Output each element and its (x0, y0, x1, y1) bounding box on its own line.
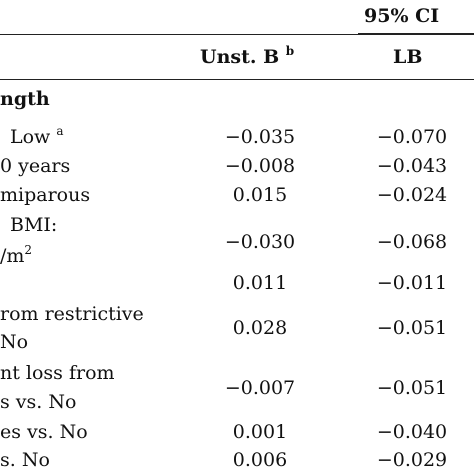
row-label: es vs. No (0, 421, 88, 443)
row-b-value: 0.028 (232, 317, 288, 339)
row-b-value: 0.006 (232, 449, 288, 471)
row-label: s vs. No (0, 391, 77, 413)
row-label: miparous (0, 184, 91, 206)
row-lb-value: −0.068 (376, 231, 448, 253)
row-lb-value: −0.043 (376, 155, 448, 177)
row-label: s. No (0, 449, 50, 471)
header-bottom-rule (0, 79, 474, 80)
header-top-rule (0, 34, 474, 35)
row-lb-value: −0.029 (376, 449, 448, 471)
ci-header: 95% CI (364, 5, 440, 27)
row-b-value: 0.011 (232, 272, 288, 294)
row-label: Low a (10, 124, 64, 148)
row-label: nt loss from (0, 362, 115, 384)
ci-underline (358, 33, 474, 34)
row-lb-value: −0.051 (376, 317, 448, 339)
row-lb-value: −0.040 (376, 421, 448, 443)
row-label: /m2 (0, 243, 33, 267)
row-b-value: −0.035 (224, 126, 296, 148)
col-header-lb: LB (393, 46, 423, 68)
row-b-value: 0.001 (232, 421, 288, 443)
row-label: 0 years (0, 155, 71, 177)
row-lb-value: −0.011 (376, 272, 448, 294)
col-header-unst-b: Unst. B b (200, 44, 295, 68)
row-lb-value: −0.024 (376, 184, 448, 206)
row-lb-value: −0.070 (376, 126, 448, 148)
row-b-value: −0.007 (224, 377, 296, 399)
row-label: No (0, 331, 29, 353)
row-b-value: −0.008 (224, 155, 296, 177)
section-title: ngth (0, 88, 50, 110)
row-label: rom restrictive (0, 303, 144, 325)
row-b-value: −0.030 (224, 231, 296, 253)
row-label: BMI: (10, 214, 58, 236)
row-b-value: 0.015 (232, 184, 288, 206)
row-lb-value: −0.051 (376, 377, 448, 399)
